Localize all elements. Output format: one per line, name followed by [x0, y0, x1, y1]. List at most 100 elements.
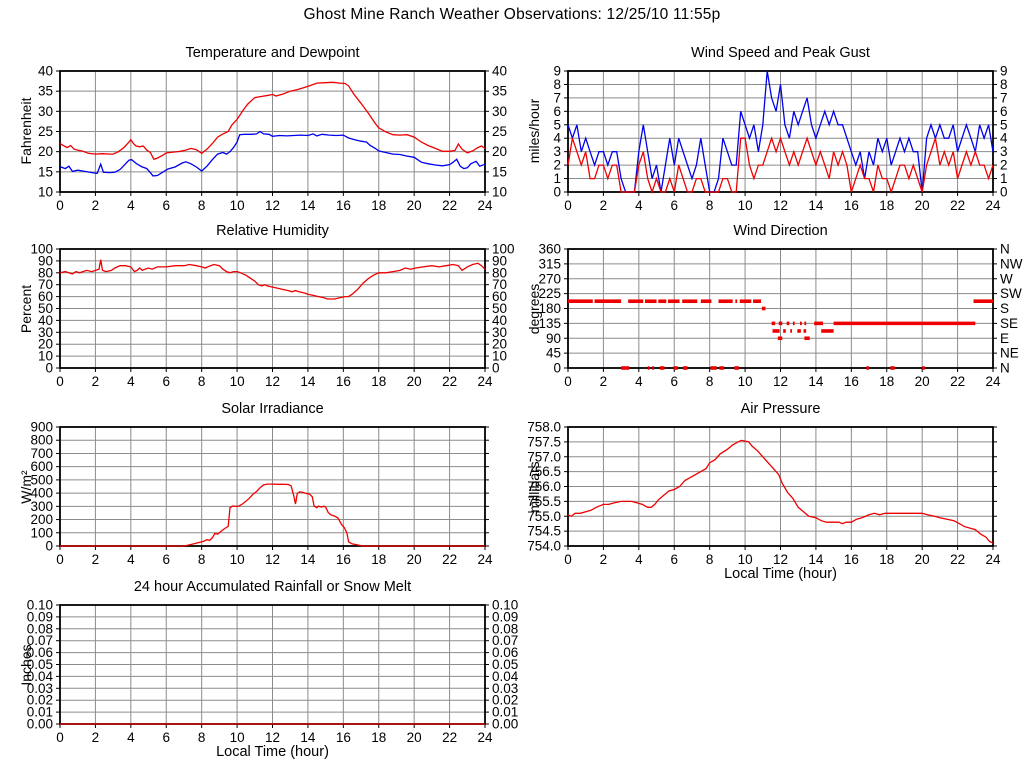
svg-text:4: 4 — [553, 131, 561, 146]
svg-text:0.03: 0.03 — [27, 681, 53, 696]
svg-text:40: 40 — [492, 64, 507, 79]
svg-text:0.05: 0.05 — [492, 657, 518, 672]
tick-marks — [564, 70, 997, 196]
svg-text:754.5: 754.5 — [527, 524, 561, 539]
tick-marks — [56, 248, 489, 372]
svg-text:800: 800 — [30, 433, 53, 448]
svg-text:14: 14 — [300, 374, 316, 389]
svg-text:2: 2 — [600, 374, 608, 389]
svg-text:100: 100 — [30, 525, 53, 540]
grid — [60, 605, 485, 724]
svg-text:30: 30 — [492, 325, 507, 340]
svg-text:3: 3 — [553, 144, 561, 159]
svg-text:16: 16 — [336, 374, 351, 389]
svg-text:2: 2 — [600, 198, 608, 213]
svg-text:4: 4 — [635, 552, 643, 567]
svg-text:60: 60 — [492, 289, 507, 304]
svg-text:0: 0 — [56, 374, 64, 389]
svg-text:8: 8 — [706, 552, 714, 567]
svg-text:9: 9 — [553, 64, 561, 79]
svg-text:25: 25 — [492, 124, 507, 139]
svg-text:2: 2 — [1000, 158, 1008, 173]
svg-text:20: 20 — [492, 337, 507, 352]
chart-title: 24 hour Accumulated Rainfall or Snow Mel… — [133, 579, 412, 595]
plot-air-pressure: 754.0754.5755.0755.5756.0756.5757.0757.5… — [527, 420, 1001, 568]
svg-text:10: 10 — [38, 349, 53, 364]
svg-text:22: 22 — [950, 198, 965, 213]
svg-text:0.08: 0.08 — [492, 621, 518, 636]
svg-text:45: 45 — [546, 346, 561, 361]
svg-text:18: 18 — [371, 552, 386, 567]
svg-text:270: 270 — [538, 271, 561, 286]
chart-title: Wind Direction — [733, 223, 828, 239]
svg-text:756.5: 756.5 — [527, 464, 561, 479]
chart-title: Relative Humidity — [216, 223, 329, 239]
svg-text:18: 18 — [879, 374, 894, 389]
tick-marks — [564, 426, 997, 550]
svg-text:757.0: 757.0 — [527, 449, 561, 464]
svg-text:700: 700 — [30, 446, 53, 461]
svg-text:100: 100 — [30, 242, 53, 257]
svg-text:S: S — [1000, 301, 1009, 316]
svg-text:10: 10 — [492, 349, 507, 364]
chart-air-pressure: Air Pressure millibars 754.0 754.5 755.0 75… — [508, 397, 1024, 602]
svg-text:0.09: 0.09 — [27, 609, 53, 624]
svg-text:0: 0 — [553, 361, 561, 376]
svg-text:SW: SW — [1000, 286, 1022, 301]
svg-text:10: 10 — [230, 730, 245, 745]
svg-text:0: 0 — [56, 552, 64, 567]
tick-labels: 0.00 0.000.01 0.010.02 0.020.03 0.030.04 0.04… — [27, 598, 519, 746]
svg-text:0: 0 — [56, 730, 64, 745]
grid — [568, 427, 993, 546]
svg-text:20: 20 — [38, 337, 53, 352]
svg-text:0: 0 — [564, 552, 572, 567]
series-wind-speed — [567, 136, 994, 195]
tick-labels: 0 01 12 23 34 45 56 67 78 89 90 2 4 6 8 10 12 14 16 18 20 22 2… — [553, 64, 1008, 214]
svg-text:0.02: 0.02 — [27, 693, 53, 708]
svg-text:40: 40 — [38, 313, 53, 328]
series-humidity — [59, 259, 486, 300]
svg-text:N: N — [1000, 242, 1010, 257]
svg-text:12: 12 — [773, 374, 788, 389]
svg-text:2: 2 — [92, 374, 100, 389]
svg-text:135: 135 — [538, 316, 561, 331]
svg-text:30: 30 — [38, 104, 53, 119]
svg-text:14: 14 — [300, 730, 316, 745]
svg-text:10: 10 — [230, 198, 245, 213]
svg-text:60: 60 — [38, 289, 53, 304]
svg-text:9: 9 — [1000, 64, 1008, 79]
svg-text:70: 70 — [492, 277, 507, 292]
svg-text:0.01: 0.01 — [492, 705, 518, 720]
svg-text:6: 6 — [162, 730, 170, 745]
x-axis-label: Local Time (hour) — [216, 744, 329, 760]
chart-relative-humidity: Relative Humidity Percent 0 0 10 10 20 20 30 30… — [0, 219, 516, 409]
svg-text:0.08: 0.08 — [27, 621, 53, 636]
svg-text:0.01: 0.01 — [27, 705, 53, 720]
svg-text:24: 24 — [477, 198, 493, 213]
svg-text:200: 200 — [30, 512, 53, 527]
svg-text:14: 14 — [808, 374, 824, 389]
svg-text:6: 6 — [670, 552, 678, 567]
svg-text:22: 22 — [442, 198, 457, 213]
svg-text:6: 6 — [670, 374, 678, 389]
svg-text:0.06: 0.06 — [27, 645, 53, 660]
svg-text:12: 12 — [773, 198, 788, 213]
svg-text:SE: SE — [1000, 316, 1018, 331]
chart-wind-direction: Wind Direction degrees 0 N 45 NE 90 E 135 SE 180… — [508, 219, 1024, 409]
svg-text:14: 14 — [300, 552, 316, 567]
svg-text:10: 10 — [738, 552, 753, 567]
svg-text:600: 600 — [30, 459, 53, 474]
svg-text:12: 12 — [773, 552, 788, 567]
svg-text:400: 400 — [30, 486, 53, 501]
svg-text:6: 6 — [670, 198, 678, 213]
svg-text:12: 12 — [265, 374, 280, 389]
svg-text:315: 315 — [538, 256, 561, 271]
svg-text:0: 0 — [564, 198, 572, 213]
svg-text:24: 24 — [477, 552, 493, 567]
svg-text:18: 18 — [371, 374, 386, 389]
svg-text:755.0: 755.0 — [527, 509, 561, 524]
